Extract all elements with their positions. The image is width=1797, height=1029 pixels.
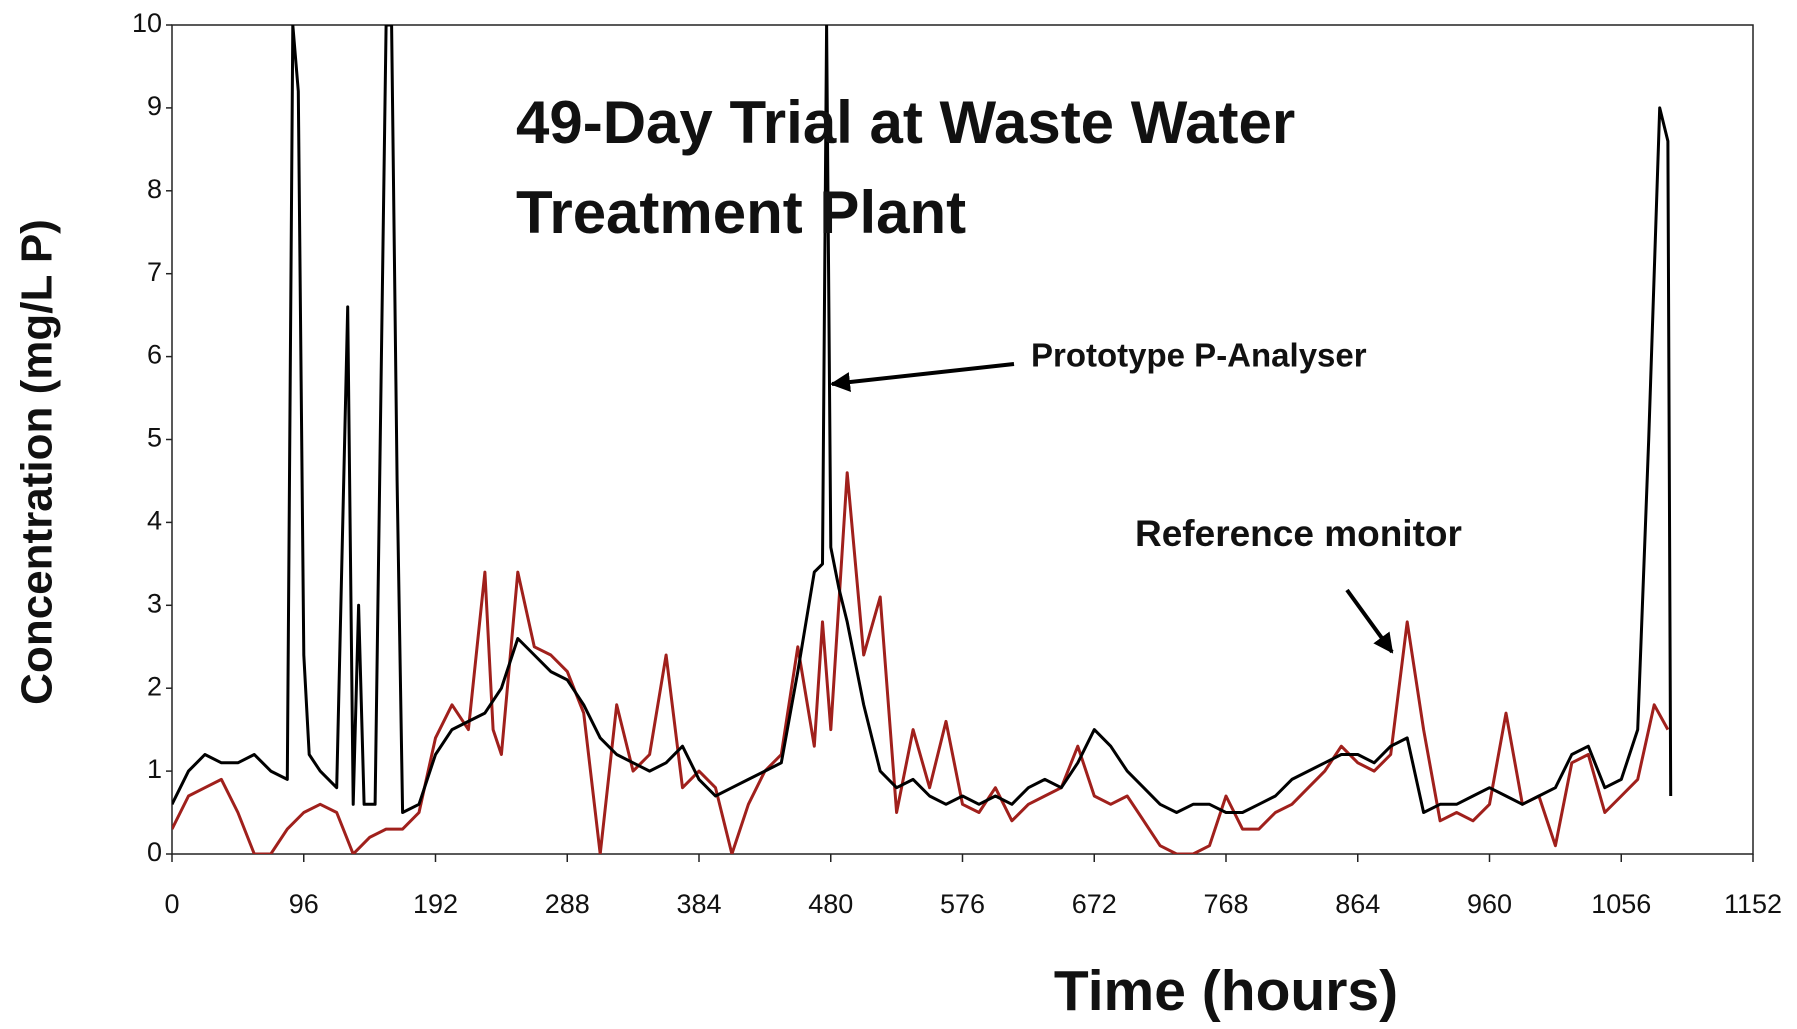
y-tick-label: 5 xyxy=(147,423,162,453)
x-tick-label: 672 xyxy=(1072,889,1117,919)
annotation-arrow xyxy=(1345,588,1394,654)
y-tick-label: 3 xyxy=(147,588,162,618)
lines xyxy=(172,25,1673,854)
x-tick-label: 384 xyxy=(676,889,721,919)
x-tick-label: 864 xyxy=(1335,889,1380,919)
y-tick-label: 6 xyxy=(147,340,162,370)
x-tick-label: 1056 xyxy=(1591,889,1651,919)
x-axis-label: Time (hours) xyxy=(1054,959,1398,1023)
x-tick-label: 960 xyxy=(1467,889,1512,919)
y-tick-label: 0 xyxy=(147,837,162,867)
x-tick-label: 0 xyxy=(164,889,179,919)
y-tick-label: 8 xyxy=(147,174,162,204)
annotation: Reference monitor xyxy=(1135,513,1462,554)
y-tick-label: 7 xyxy=(147,257,162,287)
x-tick-label: 480 xyxy=(808,889,853,919)
y-tick-label: 4 xyxy=(147,506,162,536)
x-tick-label: 1152 xyxy=(1724,889,1782,919)
annotation-arrow xyxy=(830,362,1015,392)
chart-title: 49-Day Trial at Waste Water Treatment Pl… xyxy=(516,89,1296,246)
y-tick-label: 1 xyxy=(147,754,162,784)
y-tick-label: 10 xyxy=(132,8,162,38)
x-tick-label: 768 xyxy=(1203,889,1248,919)
annotation: Prototype P-Analyser xyxy=(1031,337,1367,374)
y-tick-label: 9 xyxy=(147,91,162,121)
y-tick-label: 2 xyxy=(147,671,162,701)
x-tick-label: 576 xyxy=(940,889,985,919)
x-tick-label: 96 xyxy=(289,889,319,919)
x-tick-label: 192 xyxy=(413,889,458,919)
x-tick-label: 288 xyxy=(545,889,590,919)
series-line xyxy=(172,25,1673,814)
y-axis-label: Concentration (mg/L P) xyxy=(13,219,62,705)
